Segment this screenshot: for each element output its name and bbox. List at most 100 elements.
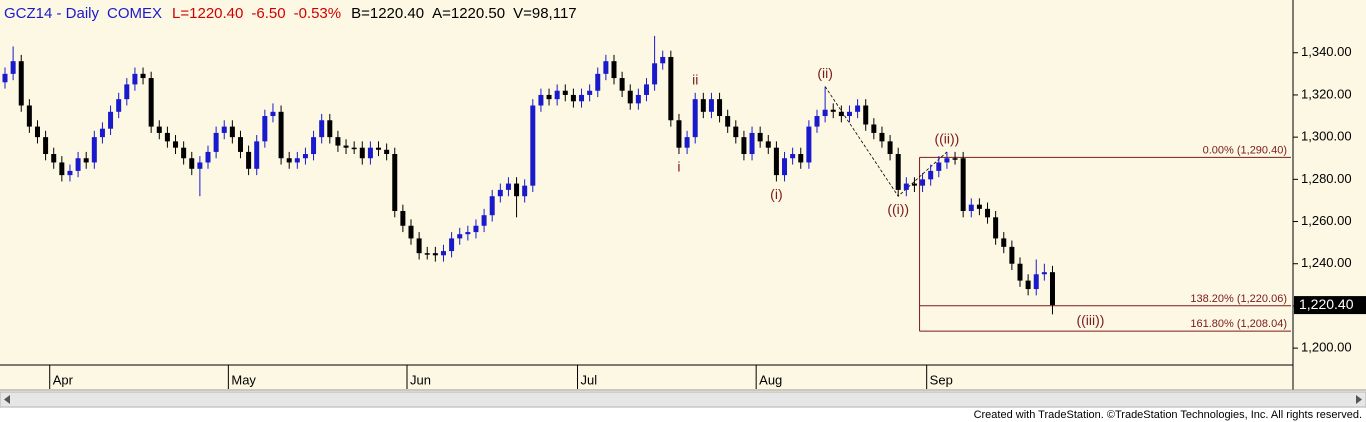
- candle-body: [270, 111, 276, 117]
- candle-body: [741, 137, 747, 155]
- candle-body: [619, 78, 625, 91]
- candle-body: [237, 137, 243, 152]
- candle-body: [164, 132, 170, 142]
- candle-body: [830, 109, 836, 112]
- candle-body: [895, 154, 901, 190]
- candle-body: [1001, 238, 1007, 247]
- candle-body: [595, 73, 601, 91]
- candle-body: [911, 183, 917, 186]
- candle-body: [351, 147, 357, 150]
- candle-body: [489, 196, 495, 216]
- candle-body: [611, 61, 617, 79]
- candle-body: [367, 147, 373, 159]
- footer-credit: Created with TradeStation. ©TradeStation…: [974, 409, 1362, 421]
- candle-body: [18, 61, 24, 106]
- candle-body: [530, 105, 536, 186]
- candle-body: [34, 126, 40, 138]
- y-tick-label: 1,300.00: [1301, 129, 1352, 144]
- candle-body: [205, 151, 211, 163]
- wave-label: ((iii)): [1076, 312, 1104, 328]
- chart-header: GCZ14 - Daily COMEX L=1220.40 -6.50 -0.53% B=…: [4, 5, 577, 22]
- fib-label: 0.00% (1,290.40): [1203, 144, 1287, 156]
- candle-body: [124, 84, 130, 100]
- header-symbol: GCZ14 - Daily: [4, 5, 100, 22]
- candle-body: [993, 217, 999, 239]
- candle-body: [643, 84, 649, 95]
- candle-body: [554, 90, 560, 100]
- candle-body: [627, 90, 633, 104]
- candle-body: [335, 137, 341, 146]
- candle-body: [546, 94, 552, 100]
- candle-body: [2, 73, 8, 83]
- candle-body: [140, 73, 146, 79]
- candle-body: [773, 147, 779, 176]
- x-tick-label: Jun: [410, 372, 431, 387]
- candle-body: [457, 234, 463, 239]
- candle-body: [855, 105, 861, 112]
- candle-body: [302, 154, 308, 159]
- candle-body: [838, 111, 844, 117]
- candle-body: [863, 105, 869, 125]
- last-price-box: [1294, 296, 1366, 315]
- candle-body: [262, 116, 268, 142]
- chart-background: [0, 0, 1366, 408]
- candle-body: [10, 61, 16, 74]
- candle-body: [392, 154, 398, 211]
- candle-body: [887, 141, 893, 155]
- candle-body: [579, 94, 585, 102]
- x-tick-label: Jul: [581, 372, 598, 387]
- candle-body: [725, 116, 731, 127]
- candle-body: [798, 154, 804, 163]
- fib-label: 138.20% (1,220.06): [1190, 293, 1287, 305]
- candle-body: [400, 210, 406, 226]
- candle-body: [1049, 272, 1055, 306]
- candle-body: [148, 78, 154, 127]
- header-volume: V=98,117: [513, 5, 577, 22]
- candle-body: [91, 137, 97, 163]
- candle-body: [416, 238, 422, 254]
- candle-body: [846, 111, 852, 117]
- candle-body: [505, 183, 511, 190]
- wave-label: ((ii)): [934, 131, 959, 147]
- candle-body: [1017, 263, 1023, 281]
- candle-body: [481, 215, 487, 226]
- candle-body: [570, 94, 576, 102]
- candle-body: [181, 147, 187, 159]
- y-tick-label: 1,240.00: [1301, 255, 1352, 270]
- candle-body: [83, 158, 89, 163]
- candle-body: [765, 141, 771, 148]
- candle-body: [343, 145, 349, 148]
- candle-body: [116, 99, 122, 112]
- candle-body: [229, 126, 235, 138]
- candle-body: [221, 126, 227, 133]
- candle-body: [603, 61, 609, 74]
- candle-body: [286, 158, 292, 163]
- candle-body: [871, 124, 877, 133]
- candle-body: [1041, 272, 1047, 275]
- scroll-left-arrow[interactable]: [4, 395, 10, 404]
- candle-body: [879, 132, 885, 142]
- y-tick-label: 1,200.00: [1301, 340, 1352, 355]
- candle-body: [327, 120, 333, 138]
- candle-body: [968, 204, 974, 211]
- candle-body: [132, 73, 138, 85]
- candle-body: [960, 158, 966, 211]
- x-tick-label: May: [231, 372, 256, 387]
- header-change-pct: -0.53%: [294, 5, 342, 22]
- candle-body: [246, 151, 252, 169]
- candle-body: [473, 225, 479, 233]
- scrollbar[interactable]: [0, 391, 1366, 408]
- candle-body: [717, 99, 723, 117]
- x-tick-label: Aug: [759, 372, 782, 387]
- candle-body: [294, 158, 300, 163]
- candle-body: [213, 132, 219, 152]
- candle-body: [757, 132, 763, 142]
- candle-body: [790, 154, 796, 159]
- y-tick-label: 1,260.00: [1301, 213, 1352, 228]
- candle-body: [1009, 246, 1015, 264]
- candle-body: [108, 111, 114, 129]
- candle-body: [197, 162, 203, 169]
- scroll-right-arrow[interactable]: [1356, 395, 1362, 404]
- candle-body: [903, 183, 909, 190]
- candle-body: [51, 154, 57, 163]
